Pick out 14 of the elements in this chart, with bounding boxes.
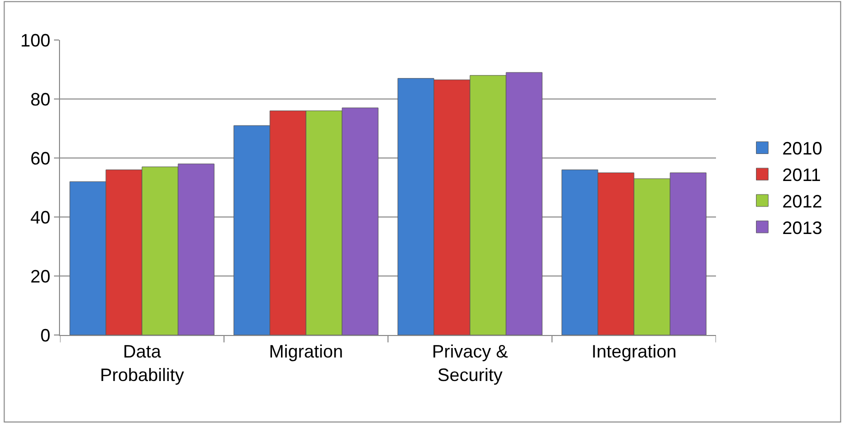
legend-label: 2011 <box>782 165 821 186</box>
legend-label: 2012 <box>782 192 822 212</box>
x-tick-label: Data Probability <box>100 342 184 385</box>
legend-label: 2013 <box>782 218 822 238</box>
legend-label: 2010 <box>782 138 822 159</box>
x-tick-label: Integration <box>591 342 677 362</box>
y-tick-label: 80 <box>30 89 50 110</box>
y-tick-label: 100 <box>20 30 50 50</box>
x-tick-label: Privacy & Security <box>432 342 508 385</box>
y-tick-label: 60 <box>30 148 50 168</box>
y-tick-label: 0 <box>40 325 50 346</box>
y-tick-label: 20 <box>30 266 50 286</box>
x-tick-label: Migration <box>268 342 344 362</box>
y-tick-label: 40 <box>30 207 50 228</box>
